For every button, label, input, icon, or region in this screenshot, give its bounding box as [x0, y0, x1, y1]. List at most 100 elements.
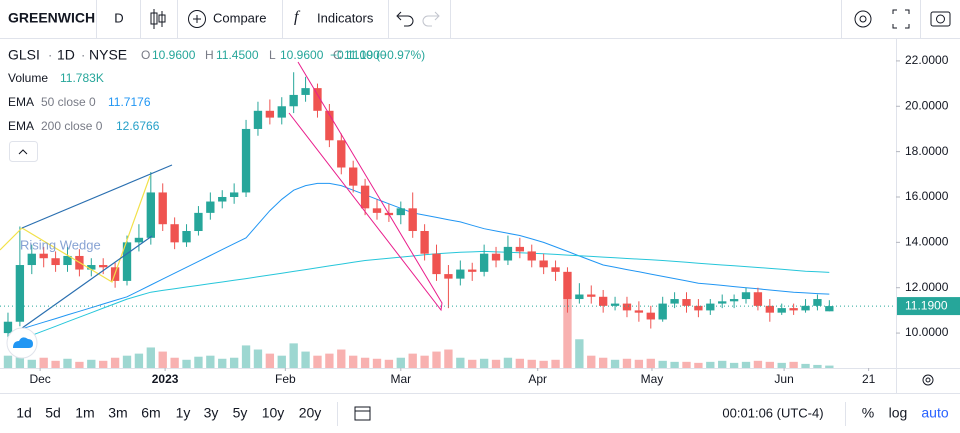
candle-body	[408, 208, 417, 232]
clock: 00:01:06 (UTC-4)	[722, 405, 823, 420]
x-tick-label: Feb	[275, 372, 296, 386]
symbol[interactable]: GREENWICH	[8, 10, 95, 26]
volume-bar	[741, 361, 751, 368]
candle-body	[622, 303, 632, 311]
candle-body	[253, 110, 263, 129]
range-button[interactable]: 6m	[141, 405, 160, 421]
volume-bar	[432, 351, 441, 368]
indicators-button[interactable]: Indicators	[317, 10, 374, 25]
volume-bar	[729, 362, 739, 368]
axis-settings[interactable]	[922, 374, 934, 386]
candle-body	[646, 312, 655, 320]
volume-bar	[575, 339, 584, 368]
ohlc-key: H	[205, 48, 214, 62]
candle-body	[670, 299, 679, 304]
redo-icon[interactable]	[422, 11, 440, 27]
annotation: Rising Wedge	[20, 237, 101, 252]
range-button[interactable]: 3y	[204, 405, 219, 421]
range-button[interactable]: 10y	[262, 405, 285, 421]
wedge-lower	[7, 235, 153, 339]
candle-body	[468, 269, 477, 272]
compare-button[interactable]: Compare	[213, 10, 266, 25]
log-toggle[interactable]: log	[889, 405, 908, 421]
candle-body	[444, 274, 453, 279]
candle-body	[206, 201, 215, 213]
ohlc-value: 10.9600	[280, 48, 324, 62]
ema-name: EMA	[8, 119, 34, 133]
chart-type-icon[interactable]	[150, 9, 166, 29]
y-tick-label: 20.0000	[905, 98, 949, 112]
change: −0.1100 (−0.97%)	[330, 48, 425, 62]
range-button[interactable]: 20y	[299, 405, 322, 421]
range-button[interactable]: 5d	[45, 405, 61, 421]
candle-body	[503, 246, 513, 261]
range-button[interactable]: 1d	[16, 405, 32, 421]
volume-bar	[218, 358, 227, 368]
logo	[6, 327, 38, 359]
legend: GLSI · 1D · NYSE O 10.9600 H 11.4500 L 10.960…	[8, 47, 425, 162]
volume-bar	[563, 290, 572, 368]
candle-body	[694, 305, 703, 311]
percent-toggle[interactable]: %	[862, 405, 874, 421]
volume-bar	[3, 355, 13, 368]
candle-body	[325, 110, 334, 141]
fullscreen-icon[interactable]	[892, 9, 910, 29]
candle-body	[27, 253, 36, 266]
candle-body	[170, 224, 179, 243]
range-button[interactable]: 1y	[176, 405, 191, 421]
collapse-icon	[18, 149, 28, 155]
candle-body	[277, 106, 286, 118]
indicators-icon[interactable]: f	[294, 9, 301, 26]
volume-bar	[194, 356, 203, 368]
volume-bar	[468, 359, 477, 368]
ema-value: 12.6766	[116, 119, 160, 133]
candle-body	[658, 303, 667, 320]
calendar-icon[interactable]	[354, 406, 371, 421]
volume-bar	[658, 360, 667, 368]
collapse-button[interactable]	[9, 141, 38, 162]
volume-bar	[360, 357, 370, 368]
volume-bar	[146, 347, 155, 368]
x-tick-label: Mar	[390, 372, 411, 386]
ohlc-values: O 10.9600 H 11.4500 L 10.9600 C 11.1900	[141, 48, 387, 62]
volume-bar	[15, 349, 25, 368]
settings-icon[interactable]	[854, 10, 872, 28]
interval[interactable]: D	[114, 10, 123, 25]
range-button[interactable]: 5y	[233, 405, 248, 421]
volume-bar	[229, 357, 239, 368]
volume-bar	[694, 362, 703, 368]
undo-icon[interactable]	[396, 11, 414, 27]
volume-bar	[420, 355, 429, 368]
volume-bar	[813, 364, 822, 368]
volume-bar	[99, 360, 108, 368]
volume-bar	[622, 358, 632, 368]
candle-body	[349, 167, 358, 186]
ema-layer	[7, 182, 830, 345]
candle-body	[598, 296, 608, 306]
volume-bar	[527, 359, 536, 368]
candle-body	[241, 128, 251, 193]
last-price-box	[897, 297, 960, 316]
candle-body	[194, 212, 203, 232]
range-button[interactable]: 1m	[75, 405, 94, 421]
volume-bar	[777, 362, 786, 368]
candle-body	[753, 292, 763, 306]
volume-bar	[289, 343, 298, 368]
volume-bar	[39, 357, 48, 368]
candle-body	[682, 299, 691, 306]
volume-bar	[646, 358, 655, 368]
volume-bar	[182, 359, 191, 368]
candle-body	[539, 260, 548, 268]
auto-toggle[interactable]: auto	[921, 405, 948, 421]
exchange: NYSE	[89, 47, 127, 63]
volume-bar	[158, 351, 167, 368]
screenshot-icon[interactable]	[930, 11, 951, 27]
candle-body	[527, 251, 536, 261]
volume-bar	[491, 359, 501, 368]
range-button[interactable]: 3m	[108, 405, 127, 421]
volume-bar	[444, 349, 453, 368]
volume-bar	[539, 360, 548, 368]
compare-icon[interactable]	[188, 10, 206, 28]
volume-bar	[110, 357, 120, 368]
